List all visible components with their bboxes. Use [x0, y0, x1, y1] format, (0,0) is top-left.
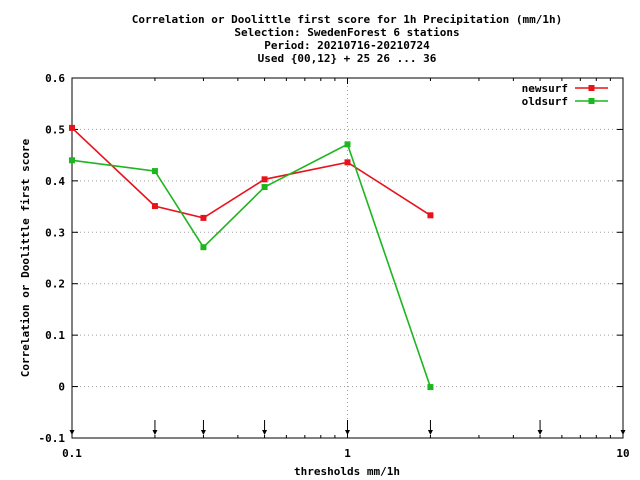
threshold-marker-head	[345, 430, 350, 435]
y-tick-label: 0.3	[45, 226, 65, 239]
series-line-newsurf	[71, 127, 431, 219]
legend-label-newsurf: newsurf	[522, 82, 568, 95]
data-point-oldsurf	[200, 244, 207, 251]
title-line-3: Period: 20210716-20210724	[264, 39, 430, 52]
series-layer	[69, 124, 434, 391]
threshold-marker-head	[200, 430, 206, 435]
data-point-newsurf	[151, 203, 158, 210]
y-axis-label: Correlation or Doolittle first score	[19, 138, 32, 377]
y-tick-label: 0.6	[45, 72, 65, 85]
threshold-marker-head	[152, 430, 158, 435]
threshold-marker-head	[537, 430, 543, 435]
data-point-oldsurf	[427, 384, 434, 391]
y-tick-label: 0	[58, 381, 65, 394]
legend-marker-oldsurf	[588, 98, 595, 104]
data-point-oldsurf	[344, 141, 351, 148]
y-tick-label: 0.1	[45, 329, 65, 342]
title-line-2: Selection: SwedenForest 6 stations	[234, 26, 459, 39]
series-line-oldsurf	[71, 143, 432, 388]
threshold-marker-head	[262, 430, 268, 435]
y-tick-label: 0.5	[45, 123, 65, 136]
x-tick-label: 0.1	[62, 447, 82, 460]
data-point-newsurf	[261, 176, 268, 183]
threshold-marker-head	[427, 430, 433, 435]
legend-marker-newsurf	[588, 85, 595, 91]
data-point-newsurf	[69, 124, 75, 131]
threshold-marker-head	[69, 430, 75, 435]
data-point-oldsurf	[261, 184, 268, 191]
legend-label-oldsurf: oldsurf	[522, 95, 568, 108]
axes: -0.1 0 0.1 0.2 0.3 0.4 0.5 0.6 0.1 1 10	[39, 72, 630, 460]
x-tick-label: 10	[616, 447, 629, 460]
threshold-marker-head	[620, 430, 626, 435]
title-line-1: Correlation or Doolittle first score for…	[132, 13, 562, 26]
data-point-newsurf	[427, 212, 434, 219]
y-tick-label: -0.1	[39, 432, 66, 445]
data-point-oldsurf	[151, 168, 158, 175]
x-tick-label: 1	[344, 447, 351, 460]
data-point-newsurf	[344, 159, 351, 166]
y-tick-label: 0.4	[45, 175, 65, 188]
data-point-oldsurf	[69, 157, 75, 164]
x-axis-label: thresholds mm/1h	[294, 465, 400, 478]
title-line-4: Used {00,12} + 25 26 ... 36	[258, 52, 437, 65]
chart-title: Correlation or Doolittle first score for…	[132, 13, 562, 65]
data-point-newsurf	[200, 214, 207, 221]
grid	[72, 78, 623, 438]
y-tick-label: 0.2	[45, 278, 65, 291]
